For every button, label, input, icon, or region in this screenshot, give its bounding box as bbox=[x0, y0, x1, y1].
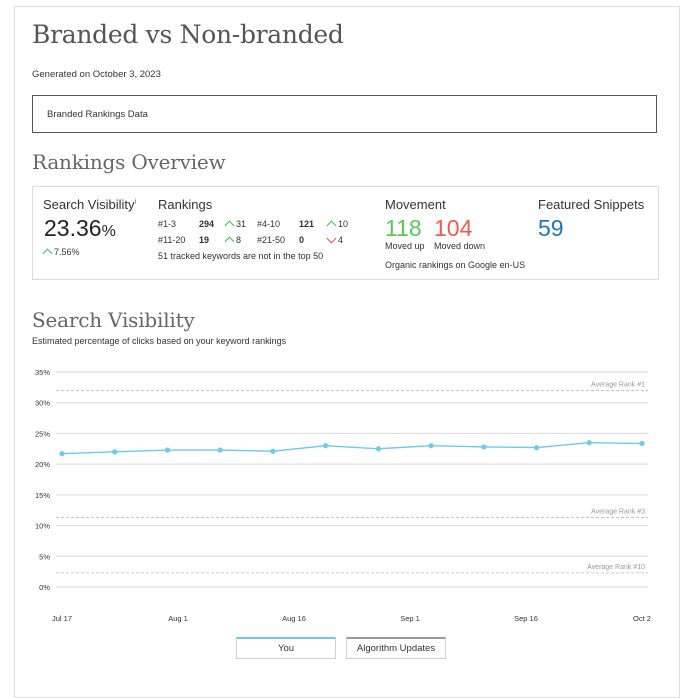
data-point bbox=[164, 447, 171, 453]
data-point bbox=[639, 440, 645, 447]
search-visibility-heading: Search Visibility bbox=[32, 308, 195, 332]
arrow-down-icon bbox=[326, 233, 337, 244]
moved-up-label: Moved up bbox=[385, 241, 425, 251]
data-point bbox=[112, 449, 118, 455]
search-visibility-value: 23.36% bbox=[44, 215, 116, 241]
reference-line-label: Average Rank #10 bbox=[587, 564, 645, 571]
data-point bbox=[533, 444, 540, 451]
chart-subtitle: Estimated percentage of clicks based on … bbox=[32, 336, 287, 346]
untracked-keywords-note: 51 tracked keywords are not in the top 5… bbox=[158, 251, 324, 261]
reference-line-label: Average Rank #1 bbox=[591, 381, 645, 388]
data-point bbox=[586, 440, 592, 446]
x-tick-label: Oct 2 bbox=[633, 614, 651, 623]
data-point bbox=[217, 447, 223, 453]
rank-count-1-3: 294 bbox=[199, 219, 215, 229]
reference-line-label: Average Rank #3 bbox=[591, 509, 645, 516]
generated-date: Generated on October 3, 2023 bbox=[32, 69, 161, 80]
y-tick-label: 20% bbox=[35, 460, 50, 469]
x-tick-label: Sep 1 bbox=[400, 614, 420, 623]
arrow-up-icon bbox=[42, 248, 53, 259]
x-tick-label: Aug 16 bbox=[282, 614, 306, 623]
x-tick-label: Sep 16 bbox=[514, 614, 538, 623]
data-point bbox=[481, 444, 487, 450]
data-point bbox=[270, 448, 276, 454]
moved-down-label: Moved down bbox=[434, 241, 486, 251]
arrow-up-icon bbox=[224, 220, 235, 231]
rank-range-1-3: #1-3 bbox=[158, 219, 177, 229]
search-visibility-label: Search Visibilityi bbox=[43, 197, 137, 212]
y-tick-label: 0% bbox=[39, 583, 50, 592]
data-point bbox=[59, 451, 65, 457]
report-sheet bbox=[14, 6, 680, 698]
x-tick-label: Aug 1 bbox=[168, 614, 188, 623]
legend-you-button[interactable]: You bbox=[236, 637, 336, 659]
rank-count-4-10: 121 bbox=[299, 219, 315, 229]
search-visibility-chart: 35% 30% 25% 20% 15% 10% 5% 0% Average Rank #1 Ave… bbox=[35, 368, 651, 623]
rank-change-21-50: 4 bbox=[326, 233, 343, 245]
rankings-overview-heading: Rankings Overview bbox=[32, 150, 226, 174]
search-visibility-change: 7.56% bbox=[42, 247, 80, 259]
featured-snippets-value: 59 bbox=[538, 215, 564, 241]
rank-range-4-10: #4-10 bbox=[257, 219, 281, 229]
y-tick-label: 5% bbox=[39, 552, 50, 561]
data-point bbox=[323, 443, 329, 449]
legend-algorithm-updates-button[interactable]: Algorithm Updates bbox=[346, 637, 446, 659]
rank-change-1-3: 31 bbox=[224, 219, 246, 231]
featured-snippets-label: Featured Snippets bbox=[538, 197, 645, 212]
rank-range-21-50: #21-50 bbox=[257, 235, 286, 245]
y-tick-label: 10% bbox=[35, 522, 50, 531]
arrow-up-icon bbox=[326, 220, 337, 231]
y-tick-label: 25% bbox=[35, 429, 50, 438]
rank-count-11-20: 19 bbox=[199, 235, 210, 245]
movement-label: Movement bbox=[385, 197, 446, 212]
data-point bbox=[428, 443, 434, 449]
x-tick-label: Jul 17 bbox=[52, 614, 72, 623]
y-tick-label: 30% bbox=[35, 399, 50, 408]
branded-rankings-data-box[interactable]: Branded Rankings Data bbox=[32, 95, 657, 133]
rank-change-11-20: 8 bbox=[224, 235, 241, 247]
series-line-you bbox=[61, 441, 643, 455]
page-title: Branded vs Non-branded bbox=[32, 20, 344, 49]
y-tick-label: 15% bbox=[35, 491, 50, 500]
rank-range-11-20: #11-20 bbox=[158, 235, 186, 245]
info-icon[interactable]: i bbox=[134, 198, 137, 206]
rankings-overview-panel: Search Visibilityi 23.36% 7.56% Rankings… bbox=[32, 186, 659, 280]
arrow-up-icon bbox=[224, 236, 235, 247]
y-tick-label: 35% bbox=[35, 368, 50, 377]
data-point bbox=[375, 446, 381, 452]
organic-rankings-note: Organic rankings on Google en-US bbox=[385, 260, 526, 270]
rankings-label: Rankings bbox=[158, 197, 213, 212]
moved-down-value: 104 bbox=[434, 215, 473, 241]
rank-count-21-50: 0 bbox=[299, 235, 305, 245]
branded-rankings-data-label: Branded Rankings Data bbox=[47, 109, 148, 120]
rank-change-4-10: 10 bbox=[326, 219, 348, 231]
moved-up-value: 118 bbox=[385, 215, 422, 241]
